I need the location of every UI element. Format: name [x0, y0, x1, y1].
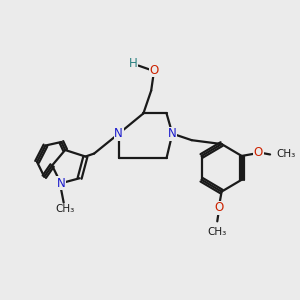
Text: CH₃: CH₃: [56, 204, 75, 214]
Text: N: N: [168, 127, 177, 140]
Text: CH₃: CH₃: [277, 149, 296, 160]
Text: O: O: [149, 64, 159, 77]
Text: N: N: [114, 127, 123, 140]
Text: N: N: [56, 177, 65, 190]
Text: H: H: [129, 57, 138, 70]
Text: O: O: [214, 202, 223, 214]
Text: CH₃: CH₃: [208, 227, 227, 237]
Text: O: O: [254, 146, 263, 160]
